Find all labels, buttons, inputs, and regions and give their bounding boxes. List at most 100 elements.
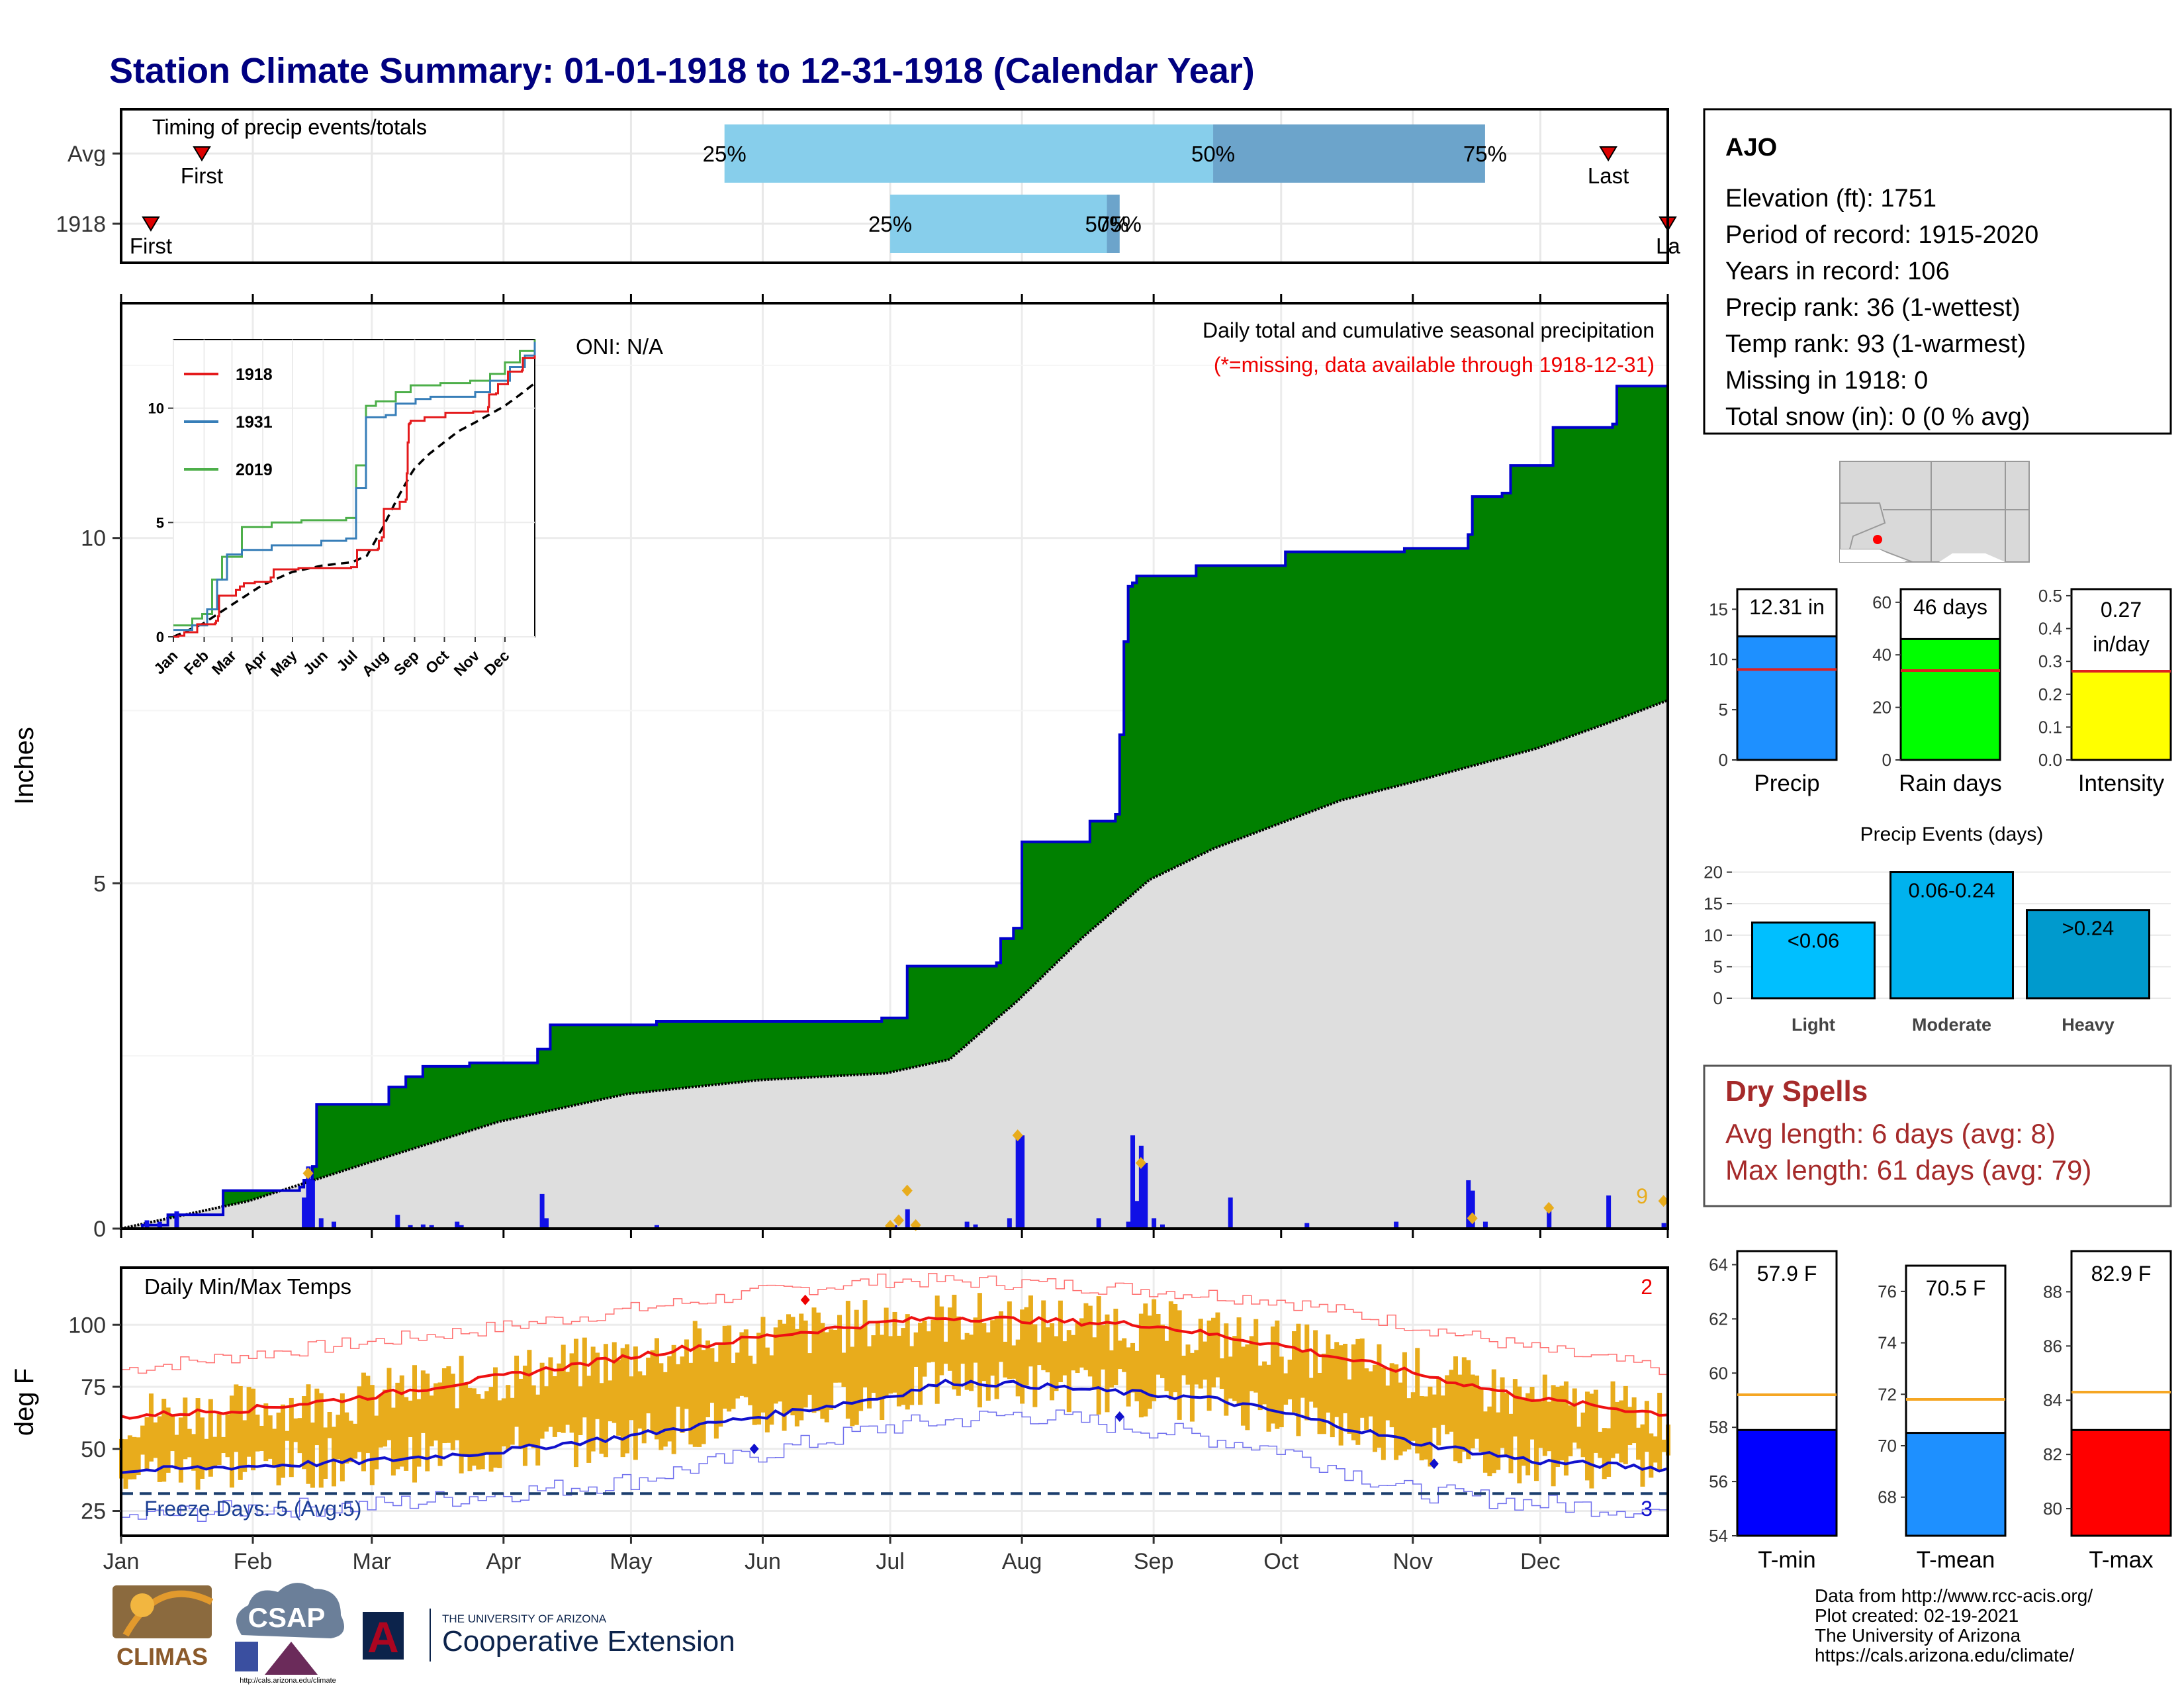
daily-temp-range-bar (964, 1333, 970, 1390)
daily-temp-range-bar (1292, 1331, 1297, 1413)
daily-temp-range-bar (1071, 1335, 1076, 1371)
daily-temp-range-bar (1547, 1401, 1552, 1452)
daily-temp-range-bar (659, 1363, 664, 1450)
daily-temp-range-bar (1644, 1401, 1649, 1452)
daily-temp-range-bar (603, 1344, 608, 1458)
summary-bar-value (1899, 637, 2001, 761)
record-min-marker (1115, 1411, 1124, 1422)
daily-temp-range-bar (790, 1317, 796, 1416)
daily-temp-range-bar (875, 1321, 880, 1399)
daily-temp-range-bar (1585, 1391, 1590, 1481)
daily-temp-range-bar (709, 1348, 715, 1403)
daily-temp-range-bar (1050, 1323, 1055, 1401)
first-event-label: First (181, 164, 223, 188)
timing-pct-label: 75% (1463, 142, 1507, 166)
daily-temp-range-bar (1576, 1427, 1582, 1449)
daily-precip-bar (1304, 1223, 1310, 1229)
daily-temp-range-bar (204, 1438, 209, 1471)
daily-temp-range-bar (1627, 1407, 1633, 1445)
precip-missing-note: (*=missing, data available through 1918-… (1214, 353, 1655, 377)
daily-temp-range-bar (760, 1317, 766, 1413)
heavy-event-marker (1543, 1201, 1555, 1214)
daily-temp-range-bar (144, 1417, 150, 1470)
daily-temp-range-bar (1240, 1346, 1246, 1426)
daily-temp-range-bar (1475, 1376, 1480, 1439)
temperature-y-axis-label: deg F (10, 1368, 39, 1436)
daily-temp-range-bar (718, 1342, 723, 1427)
daily-temp-range-bar (374, 1415, 379, 1470)
daily-temp-range-bar (629, 1376, 634, 1421)
daily-temp-range-bar (441, 1368, 447, 1444)
daily-temp-range-bar (221, 1436, 226, 1454)
daily-temp-range-bar (1657, 1393, 1662, 1472)
daily-temp-range-bar (1096, 1296, 1101, 1415)
daily-temp-range-bar (1398, 1382, 1403, 1456)
daily-temp-range-bar (1249, 1336, 1254, 1391)
average-max-temp-line (120, 1315, 1668, 1420)
daily-temp-range-bar (625, 1344, 630, 1454)
daily-temp-range-bar (1402, 1352, 1407, 1452)
daily-temp-range-bar (1173, 1303, 1178, 1393)
daily-temp-range-bar (463, 1383, 469, 1457)
credit-line: Plot created: 02-19-2021 (1815, 1605, 2019, 1626)
station-info-line: Years in record: 106 (1725, 258, 1950, 285)
daily-temp-range-bar (1079, 1318, 1084, 1368)
summary-bar-value-label: 46 days (1913, 595, 1987, 619)
location-map (1839, 461, 2030, 563)
inset-y-tick-label: 5 (156, 514, 164, 531)
daily-temp-range-bar (969, 1335, 974, 1391)
precip-event-bar (2026, 909, 2150, 1000)
temp-bar-label: T-min (1758, 1547, 1816, 1573)
daily-temp-range-bar (1428, 1386, 1433, 1467)
timing-pct-label: 25% (703, 142, 747, 166)
daily-temp-range-bar (357, 1386, 362, 1452)
daily-temp-range-bar (1283, 1373, 1289, 1405)
daily-temp-range-bar (608, 1380, 613, 1422)
daily-precip-bar (332, 1221, 337, 1229)
daily-temp-range-bar (1555, 1386, 1561, 1467)
logos: CLIMAS CSAP http://cals.arizona.edu/clim… (113, 1583, 735, 1685)
daily-precip-bar (1152, 1218, 1157, 1229)
timing-band-50-75 (1213, 124, 1485, 183)
daily-temp-range-bar (263, 1403, 269, 1462)
daily-temp-range-bar (285, 1430, 290, 1441)
daily-temp-range-bar (705, 1340, 711, 1417)
daily-temp-range-bar (484, 1391, 490, 1453)
temp-bar-y-tick-label: 74 (1878, 1333, 1897, 1353)
daily-precip-bar (174, 1211, 179, 1229)
daily-temp-range-bar (1147, 1315, 1152, 1409)
daily-temp-range-bar (437, 1382, 443, 1466)
daily-precip-bar (408, 1225, 413, 1229)
daily-temp-range-bar (378, 1394, 383, 1448)
daily-temp-range-bar (1424, 1396, 1429, 1460)
summary-bar-y-tick-label: 0.5 (2038, 586, 2062, 606)
daily-temp-range-bar (1377, 1344, 1382, 1448)
daily-temp-range-bar (1538, 1401, 1543, 1448)
temp-bar-value-label: 57.9 F (1757, 1262, 1817, 1286)
daily-temp-range-bar (884, 1307, 889, 1397)
summary-bar-y-tick-label: 0.1 (2038, 717, 2062, 737)
temp-bar-y-tick-label: 54 (1709, 1526, 1728, 1546)
daily-temp-range-bar (165, 1407, 171, 1473)
daily-temp-range-bar (1130, 1342, 1136, 1393)
daily-temp-range-bar (459, 1356, 464, 1474)
daily-temp-range-bar (123, 1439, 128, 1489)
daily-temp-range-bar (994, 1318, 999, 1399)
last-event-label: Last (1588, 164, 1629, 188)
daily-temp-range-bar (323, 1427, 328, 1479)
daily-temp-range-bar (778, 1319, 783, 1402)
daily-temp-range-bar (637, 1371, 643, 1429)
heavy-event-marker (901, 1184, 913, 1197)
daily-temp-range-bar (395, 1382, 400, 1470)
daily-precip-bar (1134, 1201, 1140, 1229)
month-x-tick-label: Aug (1002, 1549, 1042, 1574)
daily-temp-range-bar (866, 1346, 872, 1409)
climas-logo: CLIMAS (113, 1585, 214, 1670)
precip-event-bar (1751, 921, 1876, 1000)
daily-temp-range-bar (383, 1389, 388, 1447)
precip-y-tick-label: 0 (93, 1217, 106, 1242)
daily-temp-range-bar (390, 1407, 396, 1476)
daily-temp-range-bar (977, 1293, 982, 1408)
daily-precip-bar (544, 1218, 549, 1229)
daily-temp-range-bar (934, 1295, 940, 1404)
